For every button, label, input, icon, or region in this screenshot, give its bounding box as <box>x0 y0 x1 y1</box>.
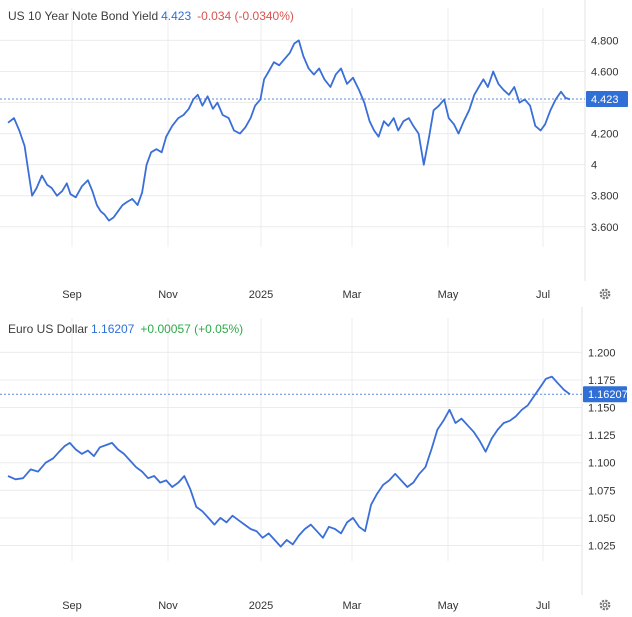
gear-icon[interactable] <box>598 598 612 612</box>
last-value-tag-label: 1.16207 <box>588 389 628 401</box>
y-tick-label: 1.125 <box>588 430 616 442</box>
x-tick-label: Sep <box>62 600 82 612</box>
y-tick-label: 1.025 <box>588 541 616 553</box>
y-tick-label: 4.200 <box>591 129 619 141</box>
series-title: Euro US Dollar <box>8 322 89 336</box>
x-tick-label: Nov <box>158 289 178 301</box>
eurusd-chart-panel: Sep Nov 2025 Mar May Jul 1.200 1.175 1.150 1.125 1… <box>0 307 632 614</box>
y-tick-label: 4.800 <box>591 35 619 47</box>
x-tick-label: Nov <box>158 600 178 612</box>
last-value-tag-label: 4.423 <box>591 94 619 106</box>
y-tick-label: 1.175 <box>588 375 616 387</box>
bond-yield-header: US 10 Year Note Bond Yield 4.423 -0.034 (-… <box>8 9 294 23</box>
y-tick-label: 1.150 <box>588 403 616 415</box>
y-tick-label: 1.200 <box>588 347 616 359</box>
x-tick-label: Sep <box>62 289 82 301</box>
bond-yield-chart[interactable]: SepNov2025MarMayJul4.8004.6004.4004.2004… <box>0 0 632 307</box>
y-tick-label: 1.100 <box>588 458 616 470</box>
gear-icon[interactable] <box>598 287 612 301</box>
y-tick-label: 3.600 <box>591 222 619 234</box>
eurusd-header: Euro US Dollar 1.16207 +0.00057 (+0.05%) <box>8 322 243 336</box>
last-value-tag <box>586 90 628 107</box>
y-tick-label: 3.800 <box>591 191 619 203</box>
x-tick-label: 2025 <box>249 289 273 301</box>
change-value: -0.034 (-0.0340%) <box>197 9 294 23</box>
x-tick-label: Mar <box>343 600 362 612</box>
last-value-tag <box>583 386 627 403</box>
y-tick-label: 1.075 <box>588 485 616 497</box>
x-tick-label: Jul <box>536 289 550 301</box>
y-tick-label: 1.050 <box>588 513 616 525</box>
bond-yield-chart-panel: SepNov2025MarMayJul4.8004.6004.4004.2004… <box>0 0 632 307</box>
x-tick-label: May <box>438 600 459 612</box>
y-tick-label: 4.600 <box>591 66 619 78</box>
series-line <box>7 375 571 548</box>
eurusd-chart[interactable]: Sep Nov 2025 Mar May Jul 1.200 1.175 1.150 1.125 1… <box>0 307 632 614</box>
last-value: 4.423 <box>161 9 192 23</box>
change-value: +0.00057 (+0.05%) <box>140 322 244 336</box>
x-tick-label: Mar <box>343 289 362 301</box>
x-tick-label: 2025 <box>249 600 273 612</box>
x-tick-label: May <box>438 289 459 301</box>
series-title: US 10 Year Note Bond Yield <box>8 9 159 23</box>
x-tick-label: Jul <box>536 600 550 612</box>
series-line <box>7 39 571 222</box>
last-value: 1.16207 <box>91 322 135 336</box>
y-tick-label: 4 <box>591 160 597 172</box>
